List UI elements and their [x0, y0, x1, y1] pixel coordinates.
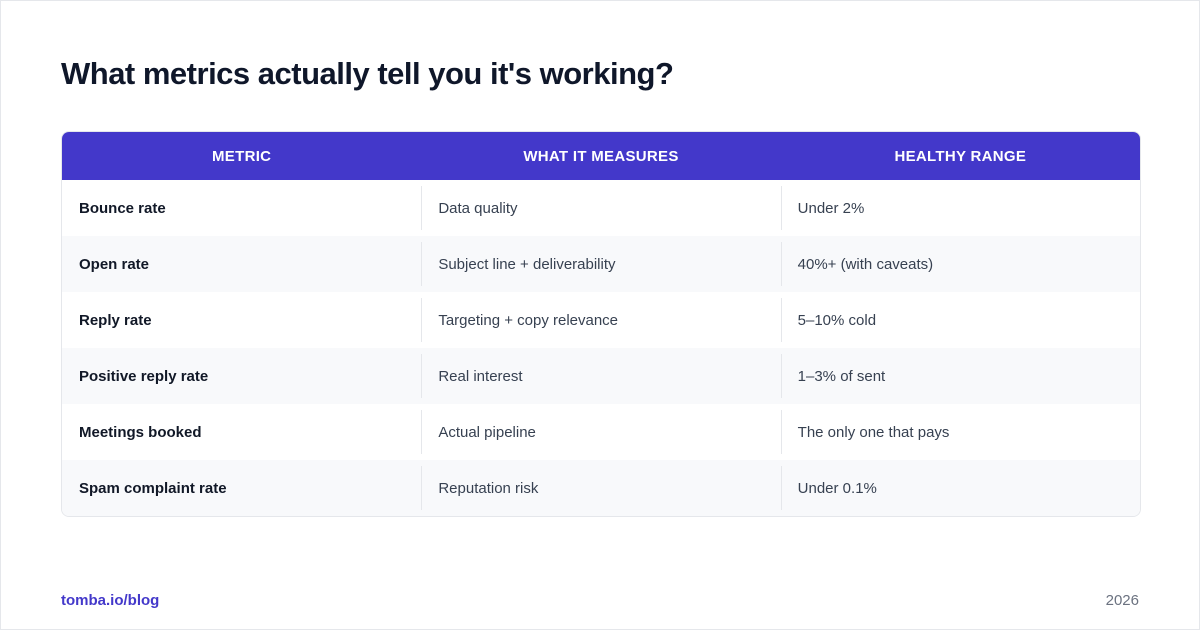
measures-cell: Real interest: [421, 348, 780, 404]
blog-link[interactable]: tomba.io/blog: [61, 592, 160, 609]
table-row: Bounce rate Data quality Under 2%: [62, 180, 1140, 236]
metric-cell: Meetings booked: [79, 423, 202, 441]
metric-cell: Bounce rate: [79, 199, 166, 217]
table-row: Spam complaint rate Reputation risk Unde…: [62, 460, 1140, 516]
table-row: Positive reply rate Real interest 1–3% o…: [62, 348, 1140, 404]
column-header-what-it-measures: WHAT IT MEASURES: [523, 147, 679, 165]
metric-cell: Positive reply rate: [79, 367, 209, 385]
metric-cell: Open rate: [79, 255, 150, 273]
table-row: Open rate Subject line + deliverability …: [62, 236, 1140, 292]
table-row: Reply rate Targeting + copy relevance 5–…: [62, 292, 1140, 348]
range-cell: 5–10% cold: [780, 292, 1140, 348]
footer-year: 2026: [1105, 592, 1139, 609]
range-cell: Under 2%: [780, 180, 1140, 236]
range-cell: 40%+ (with caveats): [780, 236, 1140, 292]
column-header-metric: METRIC: [212, 147, 272, 165]
metrics-table: METRIC WHAT IT MEASURES HEALTHY RANGE Bo…: [61, 131, 1141, 517]
table-header: METRIC WHAT IT MEASURES HEALTHY RANGE: [62, 132, 1140, 180]
measures-cell: Actual pipeline: [421, 404, 780, 460]
measures-cell: Data quality: [421, 180, 780, 236]
metric-cell: Reply rate: [79, 311, 152, 329]
range-cell: Under 0.1%: [780, 460, 1140, 516]
metric-cell: Spam complaint rate: [79, 479, 227, 497]
range-cell: 1–3% of sent: [780, 348, 1140, 404]
column-header-healthy-range: HEALTHY RANGE: [894, 147, 1027, 165]
page-title: What metrics actually tell you it's work…: [61, 56, 674, 91]
measures-cell: Subject line + deliverability: [421, 236, 780, 292]
measures-cell: Reputation risk: [421, 460, 780, 516]
range-cell: The only one that pays: [780, 404, 1140, 460]
table-row: Meetings booked Actual pipeline The only…: [62, 404, 1140, 460]
measures-cell: Targeting + copy relevance: [421, 292, 780, 348]
